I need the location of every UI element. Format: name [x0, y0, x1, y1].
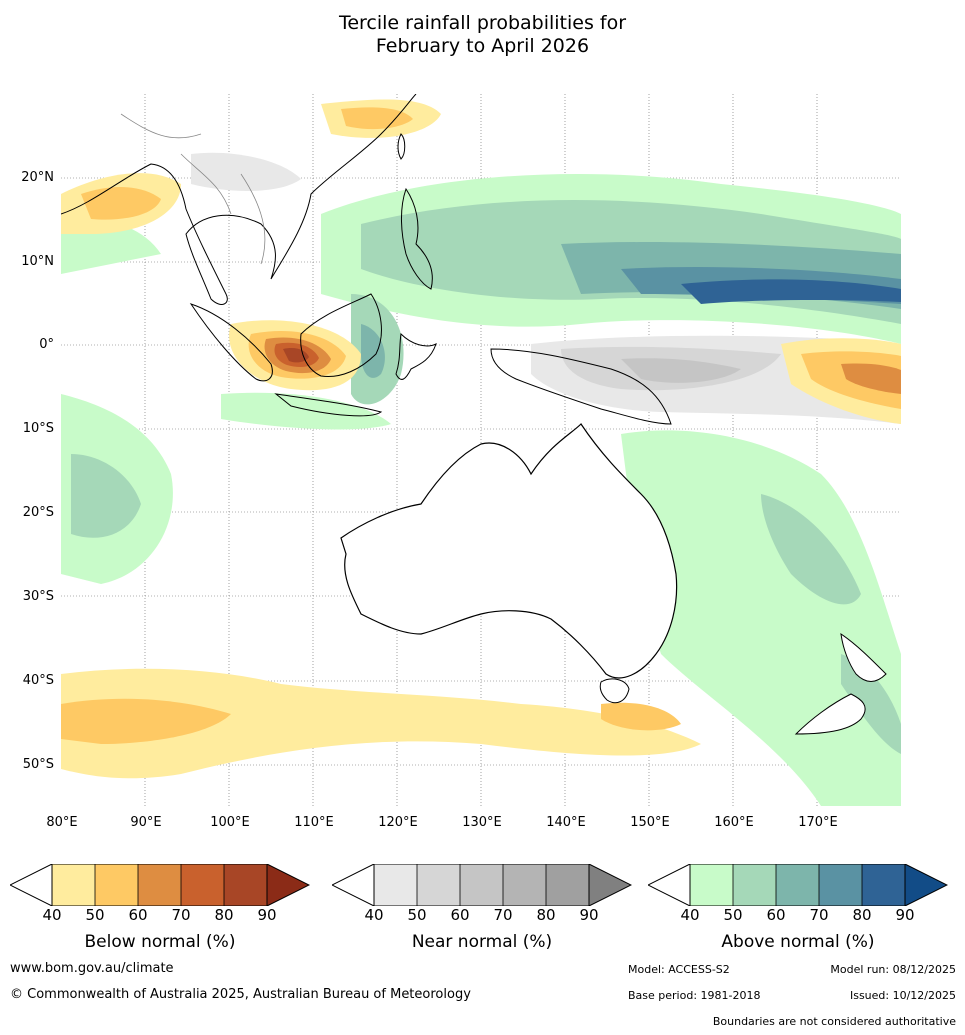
sulawesi-coastline: [395, 332, 437, 380]
near-tick-80: 80: [536, 906, 556, 924]
below-tick-50: 50: [85, 906, 105, 924]
below-cb-over: [266, 864, 310, 906]
lon-label-120e: 120°E: [378, 815, 418, 830]
near-cb-5: [546, 864, 589, 906]
above-cb-over: [904, 864, 948, 906]
philippines-coastline: [400, 187, 433, 290]
lon-label-140e: 140°E: [546, 815, 586, 830]
below-cb-1: [52, 864, 95, 906]
new-guinea-coastline: [490, 348, 672, 425]
above-normal-label: Above normal (%): [721, 932, 875, 952]
above-cb-4: [819, 864, 862, 906]
java-coastline: [274, 393, 383, 417]
near-cb-2: [417, 864, 460, 906]
below-cb-5: [224, 864, 267, 906]
above-tick-50: 50: [723, 906, 743, 924]
lat-label-10n: 10°N: [21, 254, 54, 269]
borders: [120, 113, 266, 265]
tasmania-coastline: [599, 678, 630, 704]
above-tick-70: 70: [809, 906, 829, 924]
below-tick-80: 80: [214, 906, 234, 924]
copyright: © Commonwealth of Australia 2025, Austra…: [10, 987, 471, 1002]
base-period: Base period: 1981-2018: [628, 989, 761, 1002]
chart-title-line2: February to April 2026: [375, 35, 590, 57]
asia-coastline: [61, 94, 417, 305]
lat-label-10s: 10°S: [22, 421, 54, 436]
near-normal-colorbar: [332, 864, 632, 906]
near-tick-90: 90: [579, 906, 599, 924]
above-cb-5: [862, 864, 905, 906]
below-tick-60: 60: [128, 906, 148, 924]
sumatra-coastline: [189, 303, 273, 382]
below-normal-label: Below normal (%): [84, 932, 236, 952]
lon-label-110e: 110°E: [294, 815, 334, 830]
below-cb-3: [138, 864, 181, 906]
lat-label-20s: 20°S: [22, 505, 54, 520]
below-tick-40: 40: [42, 906, 62, 924]
near-cb-4: [503, 864, 546, 906]
near-cb-under: [332, 864, 375, 906]
below-cb-2: [95, 864, 138, 906]
issued-date: Issued: 10/12/2025: [849, 989, 956, 1002]
below-cb-4: [181, 864, 224, 906]
above-tick-80: 80: [852, 906, 872, 924]
near-cb-over: [588, 864, 632, 906]
lon-label-130e: 130°E: [462, 815, 502, 830]
near-cb-3: [460, 864, 503, 906]
above-cb-1: [690, 864, 733, 906]
lon-label-150e: 150°E: [630, 815, 670, 830]
australia-coastline: [340, 423, 678, 679]
below-tick-90: 90: [257, 906, 277, 924]
lon-label-80e: 80°E: [46, 815, 78, 830]
above-tick-40: 40: [680, 906, 700, 924]
above-normal-colorbar: [648, 864, 948, 906]
above-normal-regions: [61, 174, 901, 806]
below-normal-regions: [61, 99, 901, 779]
model-name: Model: ACCESS-S2: [628, 963, 730, 976]
near-normal-label: Near normal (%): [411, 932, 553, 952]
lat-label-40s: 40°S: [22, 673, 54, 688]
lon-label-160e: 160°E: [714, 815, 754, 830]
lat-label-50s: 50°S: [22, 757, 54, 772]
near-tick-60: 60: [450, 906, 470, 924]
website-link: www.bom.gov.au/climate: [10, 961, 174, 976]
below-normal-colorbar: [10, 864, 310, 906]
below-cb-under: [10, 864, 53, 906]
lon-label-170e: 170°E: [798, 815, 838, 830]
below-tick-70: 70: [171, 906, 191, 924]
model-run: Model run: 08/12/2025: [830, 963, 956, 976]
near-cb-1: [374, 864, 417, 906]
taiwan-coastline: [397, 133, 406, 160]
lon-label-90e: 90°E: [130, 815, 162, 830]
near-tick-40: 40: [364, 906, 384, 924]
above-cb-under: [648, 864, 691, 906]
new-zealand-coastline: [794, 632, 887, 735]
lat-label-0: 0°: [39, 337, 54, 352]
borneo-coastline: [300, 293, 382, 378]
above-tick-60: 60: [766, 906, 786, 924]
near-tick-50: 50: [407, 906, 427, 924]
disclaimer: Boundaries are not considered authoritat…: [712, 1015, 956, 1028]
above-cb-2: [733, 864, 776, 906]
lat-label-30s: 30°S: [22, 589, 54, 604]
above-cb-3: [776, 864, 819, 906]
above-tick-90: 90: [895, 906, 915, 924]
rainfall-probability-map: [61, 94, 901, 806]
map-canvas: [61, 94, 901, 806]
chart-title-line1: Tercile rainfall probabilities for: [338, 12, 627, 34]
near-tick-70: 70: [493, 906, 513, 924]
lon-label-100e: 100°E: [210, 815, 250, 830]
lat-label-20n: 20°N: [21, 170, 54, 185]
